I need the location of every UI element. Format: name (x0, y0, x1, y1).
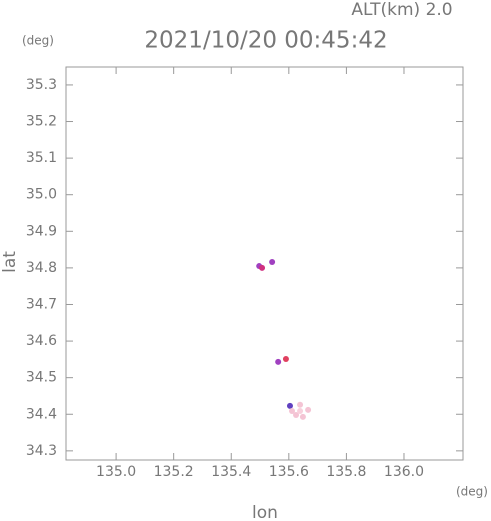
echo-point (282, 356, 289, 363)
y-tick-label: 35.1 (26, 150, 57, 166)
y-tick-label: 35.3 (26, 77, 57, 93)
y-unit: (deg) (22, 34, 54, 48)
echo-point (286, 402, 293, 409)
y-tick-label: 34.8 (26, 260, 57, 276)
echo-point (293, 411, 300, 418)
x-tick-label: 135.6 (269, 464, 309, 480)
x-tick-label: 136.0 (384, 464, 424, 480)
y-axis-label: lat (0, 251, 20, 273)
y-tick-label: 35.2 (26, 114, 57, 130)
chart-title: 2021/10/20 00:45:42 (144, 28, 387, 54)
x-tick-label: 135.4 (211, 464, 251, 480)
echo-point (299, 413, 306, 420)
y-tick-label: 34.5 (26, 370, 57, 386)
y-tick-label: 34.7 (26, 296, 57, 312)
echo-point (288, 407, 295, 414)
x-unit: (deg) (456, 485, 488, 499)
echo-point (305, 406, 312, 413)
x-tick-label: 135.2 (154, 464, 194, 480)
echo-point (297, 407, 304, 414)
y-tick-label: 34.9 (26, 223, 57, 239)
x-tick-label: 135.0 (96, 464, 136, 480)
y-tick-label: 34.6 (26, 333, 57, 349)
chart-subtitle: ALT(km) 2.0 (351, 0, 452, 20)
y-tick-label: 35.0 (26, 187, 57, 203)
y-tick-label: 34.3 (26, 443, 57, 459)
echo-point (275, 358, 282, 365)
x-tick-label: 135.8 (326, 464, 366, 480)
y-tick-label: 34.4 (26, 406, 57, 422)
echo-point (269, 259, 276, 266)
plot-frame (65, 66, 464, 461)
echo-point (259, 264, 266, 271)
echo-point (297, 401, 304, 408)
x-axis-label: lon (252, 503, 278, 521)
